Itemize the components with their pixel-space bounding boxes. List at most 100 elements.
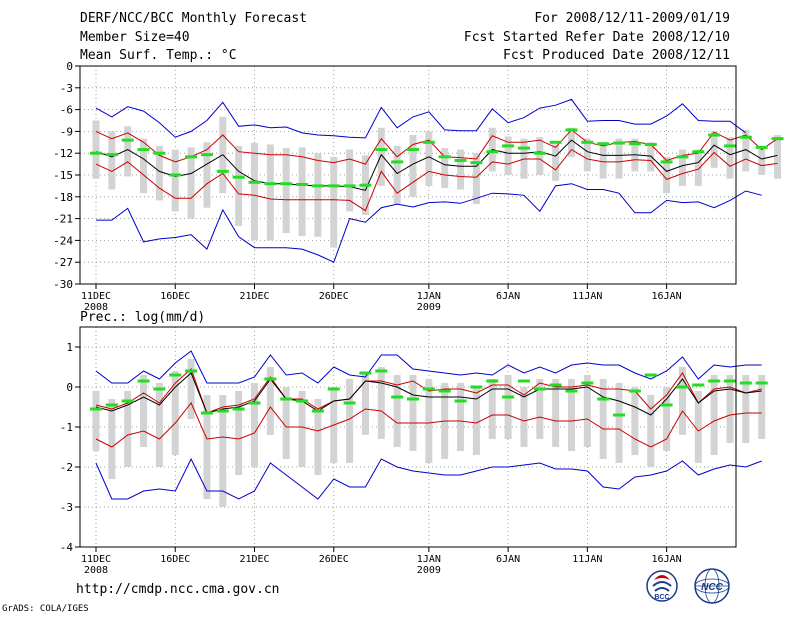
precip-observed-mark: [343, 401, 356, 405]
grads-credit: GrADS: COLA/IGES: [2, 604, 89, 614]
temp-observed-mark: [755, 145, 768, 149]
bcc-logo: BCC: [646, 570, 678, 602]
precip-observed-mark: [628, 389, 641, 393]
temp-box: [663, 156, 671, 194]
temp-year-label: 2009: [417, 302, 441, 313]
precip-observed-mark: [549, 383, 562, 387]
precip-observed-mark: [565, 389, 578, 393]
temp-box: [441, 148, 449, 189]
temp-box: [694, 149, 702, 186]
precip-observed-mark: [692, 383, 705, 387]
precip-box: [124, 391, 132, 467]
temp-box: [377, 127, 385, 186]
temp-box: [140, 138, 148, 194]
temp-observed-mark: [343, 184, 356, 188]
temp-box: [124, 126, 132, 177]
temp-observed-mark: [771, 137, 784, 141]
temp-box: [171, 149, 179, 212]
temp-xtick-label: 16JAN: [652, 291, 682, 302]
temp-box: [504, 136, 512, 175]
precip-observed-mark: [90, 407, 102, 411]
precip-box: [361, 373, 369, 435]
temp-observed-mark: [470, 161, 483, 165]
temp-box: [599, 142, 607, 179]
precip-box: [726, 375, 734, 443]
temp-box: [647, 142, 655, 172]
source-url[interactable]: http://cmdp.ncc.cma.gov.cn: [76, 582, 280, 597]
temp-box: [758, 145, 766, 175]
precip-observed-mark: [359, 371, 372, 375]
chart-title: DERF/NCC/BCC Monthly Forecast: [80, 11, 307, 26]
precip-observed-mark: [739, 381, 752, 385]
precip-observed-mark: [422, 387, 435, 391]
precip-year-label: 2008: [84, 565, 108, 576]
temp-max-line: [95, 98, 747, 139]
temp-min-line: [96, 183, 762, 263]
precip-xtick-label: 6JAN: [496, 554, 520, 565]
precip-box: [266, 367, 274, 435]
precip-observed-mark: [391, 395, 404, 399]
precip-box: [203, 395, 211, 499]
precip-ytick-label: 1: [66, 341, 73, 354]
temp-ytick-label: -27: [53, 256, 73, 269]
temp-ytick-label: -6: [60, 104, 73, 117]
svg-text:BCC: BCC: [654, 594, 669, 601]
temp-panel: 0 -3 -6 -9 -12 -15 -18 -21 -24 -27 -30 11DEC 16DEC 21…: [53, 60, 784, 313]
precip-observed-mark: [755, 381, 768, 385]
temp-upper-line: [95, 129, 778, 165]
temp-box: [678, 149, 686, 186]
precip-xtick-label: 1JAN: [417, 554, 441, 565]
temp-panel-title: Mean Surf. Temp.: °C: [80, 48, 237, 63]
precip-observed-mark: [708, 379, 721, 383]
temp-observed-mark: [359, 183, 372, 187]
ncc-logo: NCC: [694, 568, 730, 604]
precip-box: [678, 367, 686, 435]
temp-box: [472, 153, 480, 205]
temp-observed-mark: [169, 173, 182, 177]
temp-observed-mark: [628, 142, 641, 146]
precip-box: [171, 371, 179, 455]
precip-observed-mark: [597, 397, 610, 401]
temp-ytick-label: -9: [60, 125, 73, 138]
temp-box: [298, 147, 306, 237]
precip-box: [92, 391, 100, 451]
precip-box: [235, 391, 243, 475]
temp-observed-mark: [660, 160, 673, 164]
temp-box: [425, 131, 433, 186]
precip-observed-mark: [232, 407, 245, 411]
temp-observed-mark: [613, 141, 626, 145]
temp-year-label: 2008: [84, 302, 108, 313]
precip-panel: 1 0 -1 -2 -3 -4 11DEC 16DEC 21DEC 26DEC 1JAN 6JAN 11…: [60, 326, 768, 576]
temp-observed-mark: [692, 150, 705, 154]
precip-box: [599, 379, 607, 459]
precip-box: [140, 375, 148, 447]
temp-box: [726, 137, 734, 179]
precip-observed-mark: [517, 379, 530, 383]
precip-observed-mark: [375, 369, 388, 373]
temp-observed-mark: [185, 155, 198, 159]
precip-xtick-label: 16JAN: [652, 554, 682, 565]
temp-box: [393, 145, 401, 205]
agency-logos: BCC NCC: [646, 568, 730, 604]
temp-xtick-label: 11JAN: [572, 291, 602, 302]
precip-observed-mark: [581, 381, 594, 385]
precip-panel-title: Prec.: log(mm/d): [80, 310, 206, 325]
precip-box: [457, 383, 465, 451]
temp-observed-mark: [200, 153, 213, 157]
precip-box: [694, 391, 702, 463]
precip-observed-mark: [105, 403, 118, 407]
temp-observed-mark: [121, 138, 134, 142]
precip-box: [377, 367, 385, 439]
temp-observed-mark: [391, 160, 404, 164]
temp-observed-mark: [454, 158, 467, 162]
precip-observed-mark: [327, 387, 340, 391]
precip-observed-mark: [216, 409, 229, 413]
temp-xtick-label: 1JAN: [417, 291, 441, 302]
precip-xtick-label: 11JAN: [572, 554, 602, 565]
precip-observed-mark: [296, 399, 309, 403]
temp-ytick-label: -15: [53, 169, 73, 182]
temp-box: [615, 138, 623, 179]
precip-box: [710, 375, 718, 455]
precip-observed-mark: [724, 379, 736, 383]
temp-box: [742, 129, 750, 172]
